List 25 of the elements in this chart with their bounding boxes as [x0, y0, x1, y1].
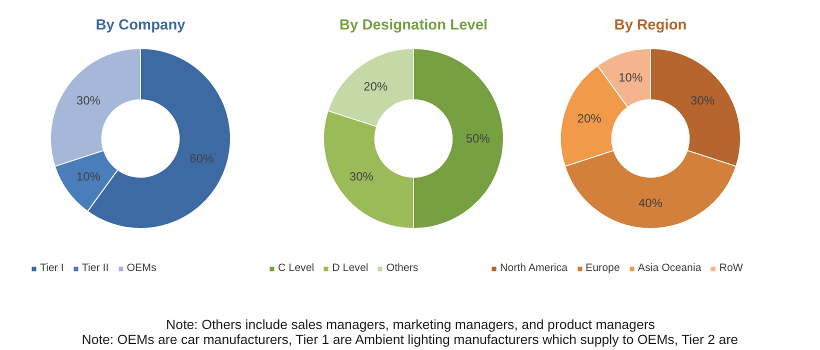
chart-title: By Company: [96, 18, 186, 34]
legend-label: Others: [386, 262, 418, 274]
data-label: 10%: [618, 70, 643, 84]
data-label: 10%: [76, 169, 101, 184]
legend-label: RoW: [719, 262, 743, 274]
legend-label: C Level: [278, 262, 314, 274]
legend-label: North America: [500, 262, 568, 274]
data-label: 30%: [690, 94, 715, 108]
data-label: 20%: [364, 79, 388, 94]
legend-label: OEMs: [126, 262, 156, 274]
legend-label: Tier I: [40, 262, 64, 274]
legend-label: Europe: [586, 262, 620, 274]
data-label: 30%: [76, 94, 101, 108]
legend-label: Tier II: [82, 262, 109, 274]
chart-title: By Designation Level: [339, 18, 488, 34]
text: Note: Others include sales managers, marketing managers, and product managers: [166, 317, 656, 332]
chart-title: By Region: [614, 18, 687, 34]
legend-label: Asia Oceania: [638, 262, 702, 274]
data-label: 40%: [638, 196, 663, 210]
data-label: 20%: [577, 112, 602, 126]
text: Note: OEMs are car manufacturers, Tier 1 are Ambient lighting manufacturers which supply to OEMs, Tier 2 are: [82, 332, 738, 347]
data-label: 50%: [466, 132, 490, 146]
data-label: 30%: [349, 169, 374, 184]
data-label: 60%: [190, 151, 214, 166]
legend-label: D Level: [332, 262, 368, 274]
